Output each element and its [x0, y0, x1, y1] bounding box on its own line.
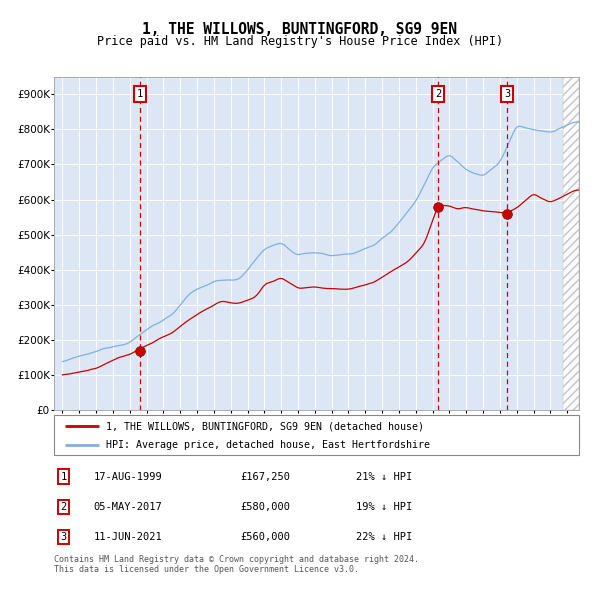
- Text: £167,250: £167,250: [241, 471, 290, 481]
- Text: £560,000: £560,000: [241, 532, 290, 542]
- Text: Contains HM Land Registry data © Crown copyright and database right 2024.: Contains HM Land Registry data © Crown c…: [54, 555, 419, 563]
- Text: 17-AUG-1999: 17-AUG-1999: [94, 471, 162, 481]
- Text: 2: 2: [61, 502, 67, 512]
- Text: HPI: Average price, detached house, East Hertfordshire: HPI: Average price, detached house, East…: [107, 440, 431, 450]
- Text: 3: 3: [61, 532, 67, 542]
- Text: 1, THE WILLOWS, BUNTINGFORD, SG9 9EN (detached house): 1, THE WILLOWS, BUNTINGFORD, SG9 9EN (de…: [107, 421, 425, 431]
- Polygon shape: [563, 73, 579, 410]
- Text: 21% ↓ HPI: 21% ↓ HPI: [356, 471, 412, 481]
- Text: This data is licensed under the Open Government Licence v3.0.: This data is licensed under the Open Gov…: [54, 565, 359, 574]
- Text: 1: 1: [137, 89, 143, 99]
- FancyBboxPatch shape: [54, 415, 579, 455]
- Text: £580,000: £580,000: [241, 502, 290, 512]
- Text: 3: 3: [504, 89, 511, 99]
- Text: Price paid vs. HM Land Registry's House Price Index (HPI): Price paid vs. HM Land Registry's House …: [97, 35, 503, 48]
- Text: 05-MAY-2017: 05-MAY-2017: [94, 502, 162, 512]
- Text: 2: 2: [435, 89, 442, 99]
- Text: 1: 1: [61, 471, 67, 481]
- Text: 11-JUN-2021: 11-JUN-2021: [94, 532, 162, 542]
- Text: 19% ↓ HPI: 19% ↓ HPI: [356, 502, 412, 512]
- Text: 22% ↓ HPI: 22% ↓ HPI: [356, 532, 412, 542]
- Text: 1, THE WILLOWS, BUNTINGFORD, SG9 9EN: 1, THE WILLOWS, BUNTINGFORD, SG9 9EN: [143, 22, 458, 37]
